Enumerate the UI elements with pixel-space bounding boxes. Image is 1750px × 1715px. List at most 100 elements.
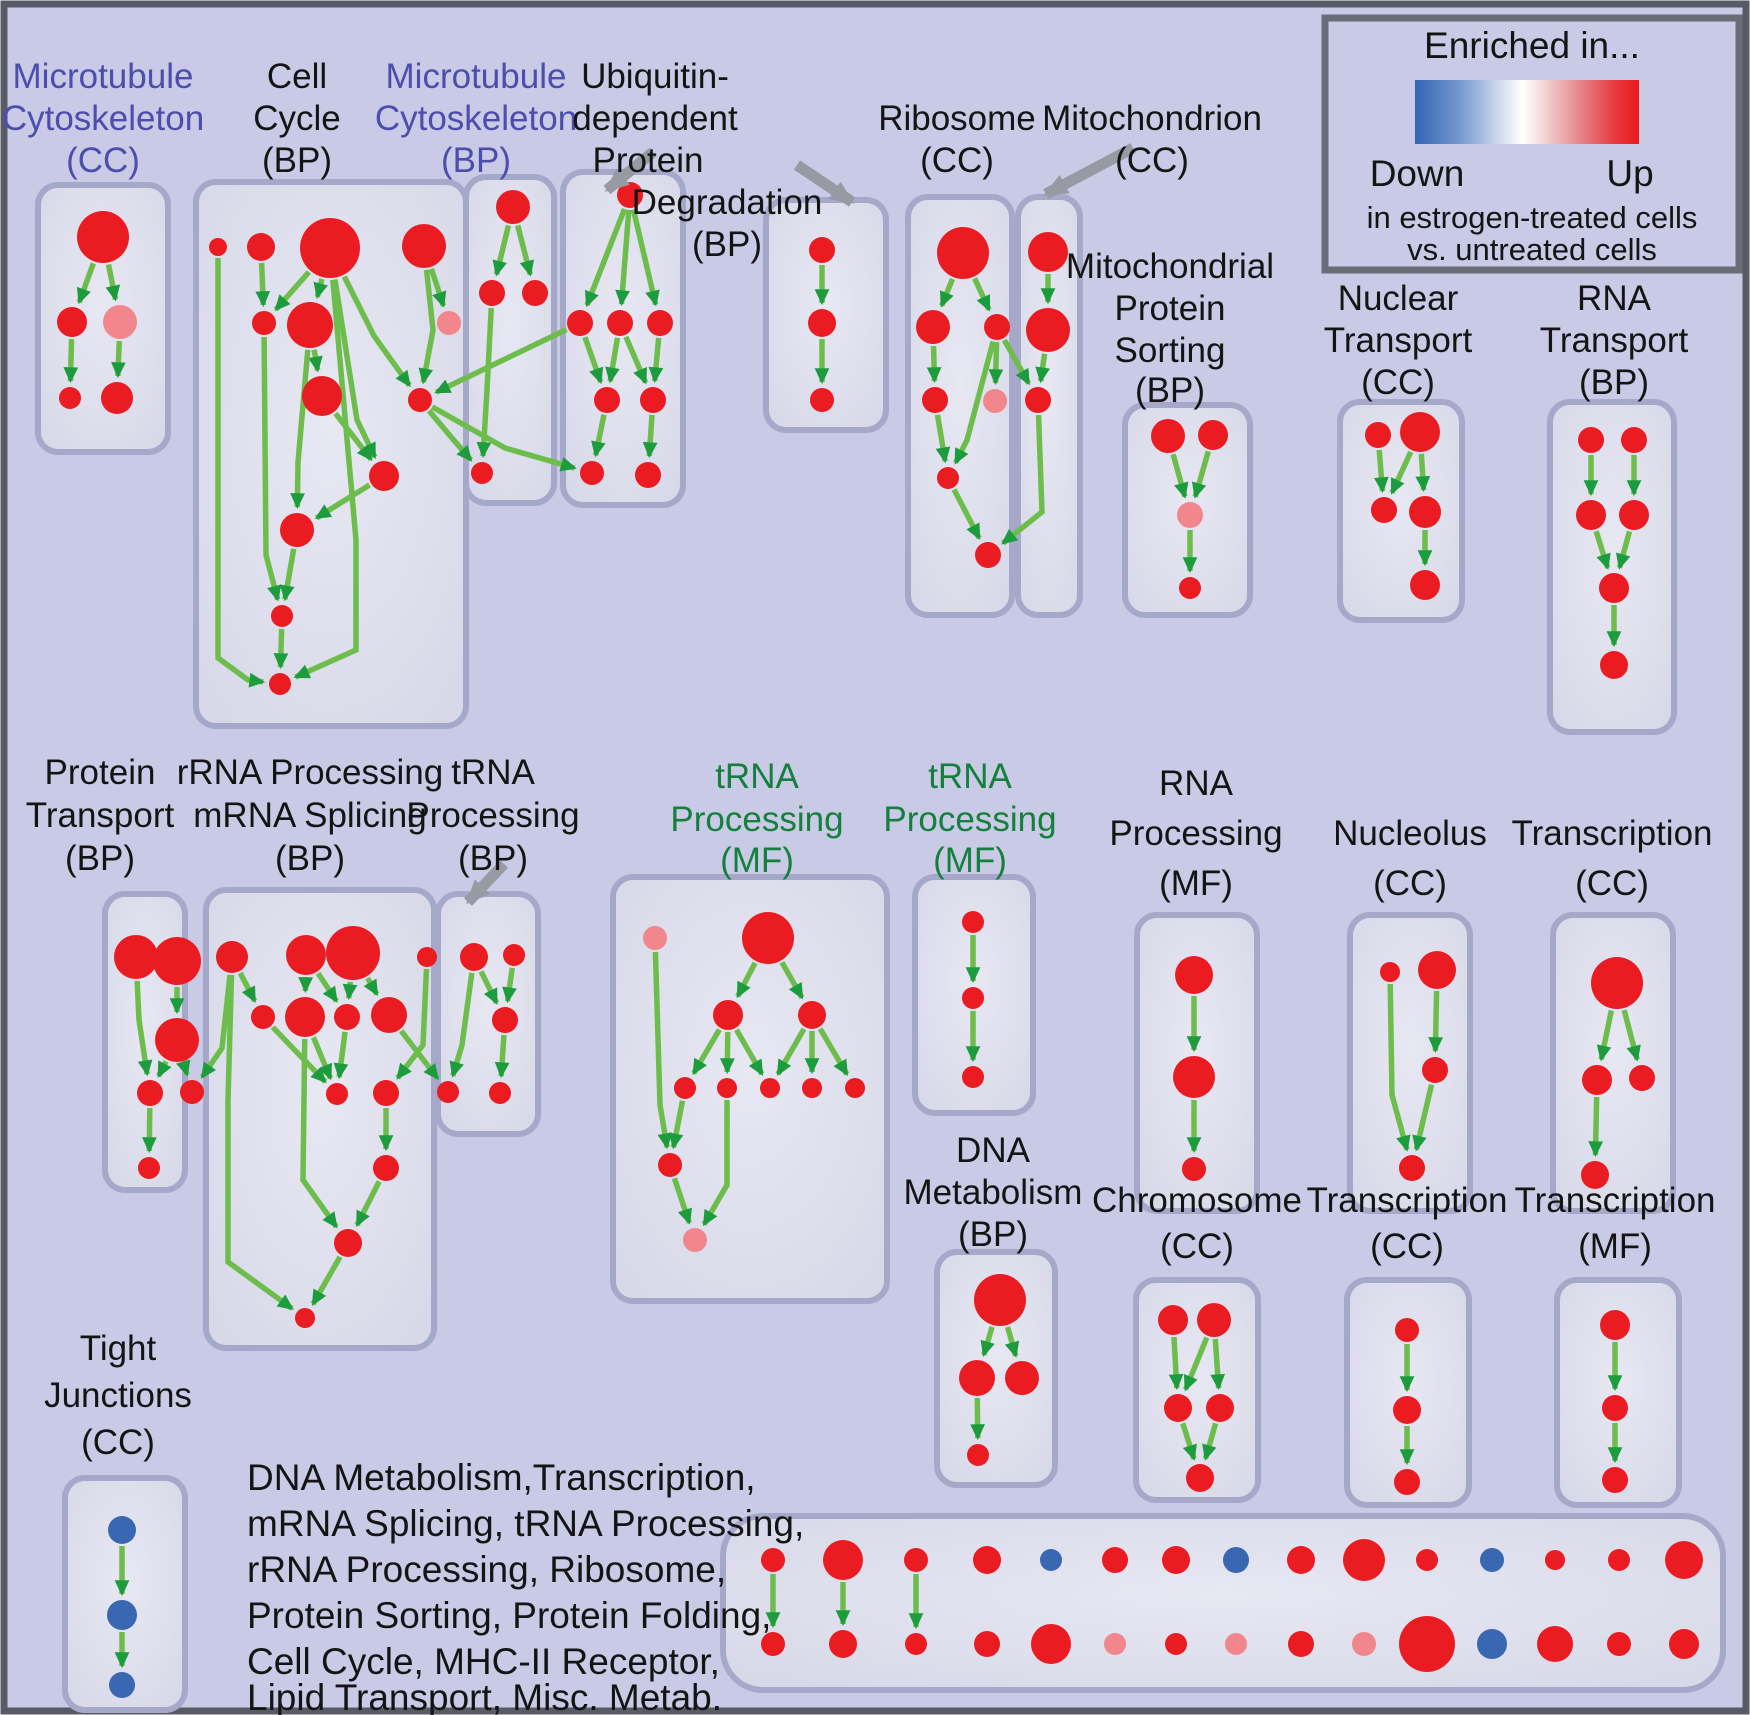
- label-callout-arrow: [1043, 143, 1136, 199]
- go-term-node-red: [1395, 1318, 1419, 1342]
- go-term-node-red: [975, 542, 1001, 568]
- cluster-label-rna_trans-line2: Transport: [1540, 321, 1689, 360]
- relation-arrow: [1374, 449, 1389, 494]
- go-term-node-red: [334, 1004, 360, 1030]
- cluster-label-nucleolus-line1: Nucleolus: [1333, 814, 1487, 853]
- go-term-node-red: [845, 1078, 865, 1098]
- relation-arrow: [134, 980, 153, 1077]
- cluster-label-mt_cc-line1: Microtubule: [13, 57, 194, 96]
- relation-arrow: [341, 275, 412, 388]
- legend-up-label: Up: [1606, 153, 1653, 194]
- relation-arrow: [1001, 338, 1032, 386]
- go-term-node-red: [802, 1078, 822, 1098]
- go-term-node-red: [57, 307, 87, 337]
- relation-arrow: [1210, 1338, 1226, 1391]
- relation-arrow: [691, 1028, 722, 1076]
- relation-arrow: [1004, 1326, 1020, 1358]
- go-term-node-red: [492, 1007, 518, 1033]
- relation-arrow: [426, 408, 474, 462]
- cluster-label-trans_cc2-line2: (CC): [1575, 864, 1649, 903]
- go-term-node-red: [59, 387, 81, 409]
- relation-arrow: [1621, 1009, 1641, 1062]
- cluster-label-prot_trans-line3: (BP): [65, 839, 135, 878]
- go-term-node-red: [1600, 651, 1628, 679]
- go-term-node-red: [674, 1077, 696, 1099]
- relation-arrow: [1191, 450, 1211, 499]
- relation-arrow: [701, 1100, 730, 1227]
- relation-arrow: [398, 1029, 440, 1081]
- relation-arrow: [279, 548, 297, 602]
- cluster-label-prot_trans-line1: Protein: [45, 753, 156, 792]
- go-term-node-red: [489, 1082, 511, 1104]
- relation-arrow: [156, 1060, 172, 1078]
- go-term-node-red: [959, 1360, 995, 1396]
- cluster-label-trans_cc2-line1: Transcription: [1512, 814, 1713, 853]
- relation-arrow: [237, 971, 258, 1003]
- go-term-node-red: [823, 1540, 863, 1580]
- go-term-node-red: [1393, 1396, 1421, 1424]
- relation-arrow: [310, 1255, 343, 1306]
- relation-arrow: [1588, 1096, 1604, 1158]
- go-term-node-red: [1162, 1546, 1190, 1574]
- go-term-node-red: [916, 310, 950, 344]
- cluster-label-nuc_trans-line1: Nuclear: [1338, 279, 1459, 318]
- go-term-node-red: [962, 1066, 984, 1088]
- go-term-node-red: [295, 1308, 315, 1328]
- go-term-node-blue: [1477, 1629, 1507, 1659]
- cluster-label-trna_bp-line1: tRNA: [451, 753, 535, 792]
- legend-gradient-bar: [1415, 80, 1639, 144]
- label-callout-arrow: [464, 860, 508, 906]
- go-term-node-red: [1394, 1469, 1420, 1495]
- go-term-node-red: [417, 947, 437, 967]
- go-term-node-red: [1400, 412, 1440, 452]
- go-term-node-red: [742, 912, 794, 964]
- relation-arrow: [980, 1326, 995, 1358]
- go-term-node-red: [1665, 1541, 1703, 1579]
- cluster-label-trna_mf2-line2: Processing: [883, 800, 1056, 839]
- go-term-node-blue: [1223, 1547, 1249, 1573]
- legend-down-label: Down: [1370, 153, 1465, 194]
- cluster-label-mps-line2: Protein: [1115, 289, 1226, 328]
- go-term-node-pink: [103, 305, 137, 339]
- go-term-node-red: [1599, 573, 1629, 603]
- go-term-node-red: [1380, 962, 1400, 982]
- cluster-label-trans_mf-line2: (MF): [1578, 1227, 1652, 1266]
- relation-arrow: [1593, 530, 1611, 570]
- relation-arrow: [293, 279, 359, 680]
- go-term-node-red: [1581, 1161, 1609, 1189]
- cluster-label-trans_cc3-line1: Transcription: [1307, 1181, 1508, 1220]
- cluster-label-mt_cc-line2: Cytoskeleton: [2, 99, 204, 138]
- relation-arrow: [492, 224, 512, 277]
- relation-arrow: [395, 968, 430, 1080]
- go-term-node-red: [1343, 1539, 1385, 1581]
- relation-arrow: [734, 1028, 765, 1076]
- relation-arrow: [648, 337, 664, 384]
- relation-arrow: [720, 1031, 735, 1075]
- cluster-label-ubiq-line1: Ubiquitin-: [581, 57, 729, 96]
- relation-arrow: [735, 961, 758, 999]
- go-term-node-red: [594, 387, 620, 413]
- relation-arrow: [1387, 983, 1411, 1152]
- go-term-node-red: [371, 997, 407, 1033]
- relation-arrow: [988, 341, 1004, 386]
- cluster-label-rna_proc-line1: RNA: [1159, 764, 1234, 803]
- go-term-node-pink: [1177, 502, 1203, 528]
- go-term-node-red: [1399, 1616, 1455, 1672]
- cluster-label-rrna-line3: (BP): [275, 839, 345, 878]
- relation-arrow: [591, 414, 607, 458]
- cluster-label-trna_mf1-line2: Processing: [670, 800, 843, 839]
- go-term-node-red: [1158, 1305, 1188, 1335]
- relation-arrow: [111, 340, 126, 379]
- go-term-node-red: [77, 211, 129, 263]
- go-term-node-red: [271, 605, 293, 627]
- go-term-node-red: [810, 388, 834, 412]
- legend-subtitle-2: vs. untreated cells: [1407, 232, 1657, 267]
- go-term-node-red: [522, 280, 548, 306]
- go-term-node-red: [635, 462, 661, 488]
- go-term-node-red: [247, 233, 275, 261]
- label-callout-arrow: [793, 160, 856, 207]
- relation-arrow: [225, 974, 294, 1311]
- relation-arrow: [434, 327, 568, 395]
- relation-arrow: [584, 207, 628, 308]
- relation-arrow: [972, 277, 992, 312]
